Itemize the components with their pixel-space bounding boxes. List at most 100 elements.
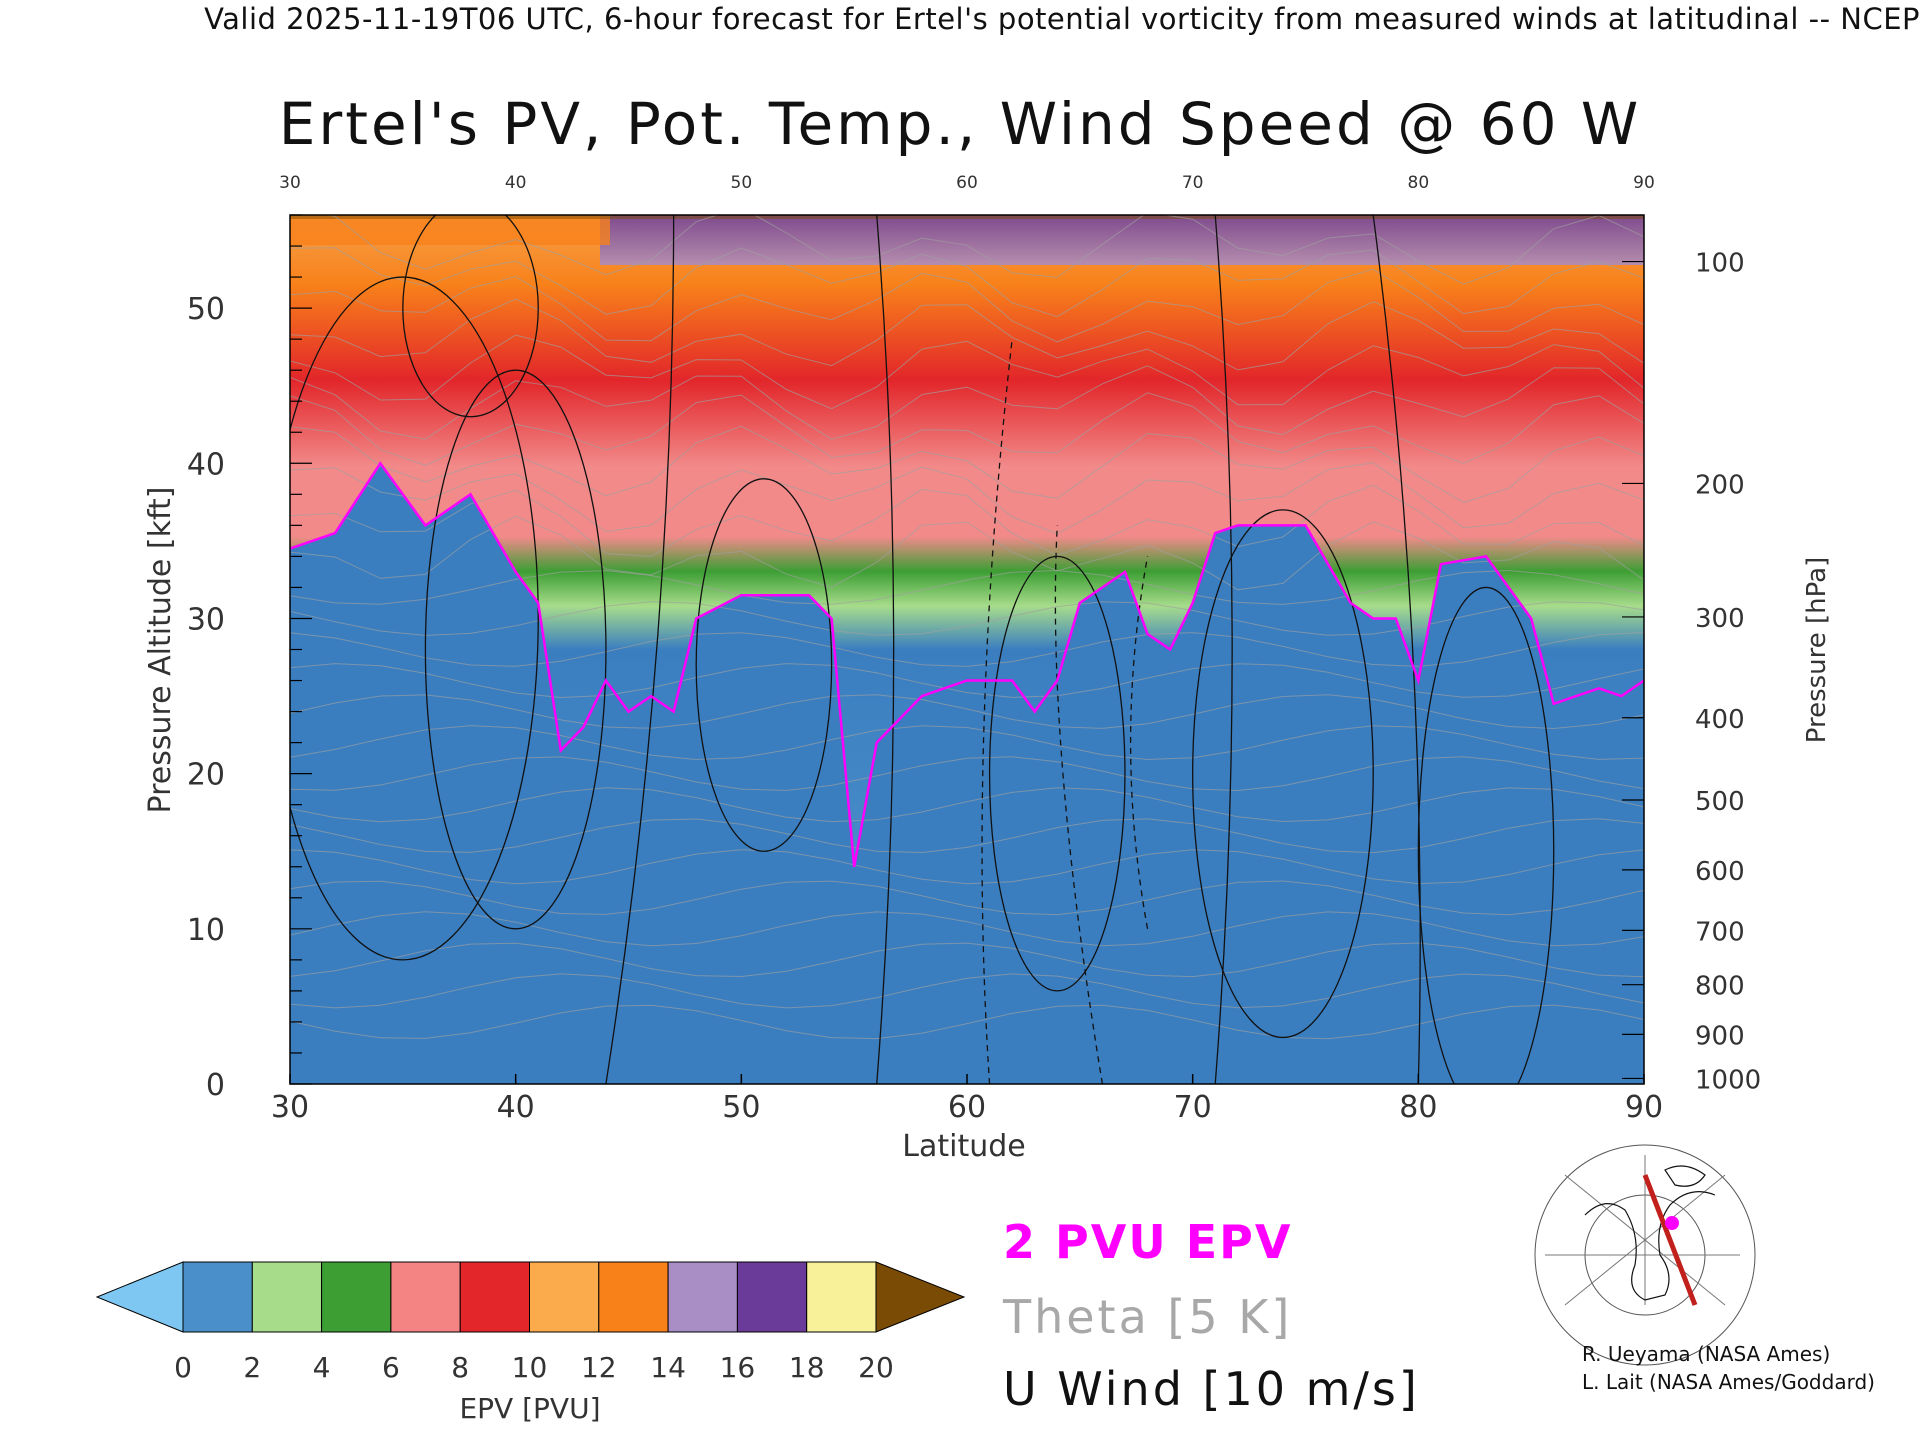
- theta-contour-line: [290, 942, 1644, 978]
- pressure-tick-label: 1000: [1695, 1065, 1761, 1095]
- pressure-tick-label: 500: [1695, 787, 1745, 817]
- colorbar-tick-label: 20: [858, 1351, 894, 1384]
- wind-contour-line: [1214, 215, 1233, 1084]
- wind-contour-loop: [402, 215, 539, 418]
- x-tick-label: 70: [1174, 1090, 1212, 1125]
- y-tick-label: 50: [187, 292, 225, 327]
- y-tick-label: 0: [206, 1068, 225, 1103]
- colorbar-tick-label: 0: [174, 1351, 192, 1384]
- x-axis-label: Latitude: [902, 1129, 1025, 1164]
- legend-2pvu: 2 PVU EPV: [1003, 1215, 1293, 1269]
- header-valid-line: Valid 2025-11-19T06 UTC, 6-hour forecast…: [204, 2, 1920, 36]
- colorbar: 0 2 4 6 8 10 12 14 16 18 20: [95, 1261, 966, 1384]
- x-tick-label: 50: [722, 1090, 760, 1125]
- colorbar-segment: [390, 1261, 461, 1333]
- pressure-tick-label: 600: [1695, 857, 1745, 887]
- tropopause-2pvu-line: [290, 461, 1644, 868]
- pressure-tick-label: 300: [1695, 604, 1745, 634]
- colorbar-under-arrow: [95, 1261, 184, 1333]
- colorbar-segment: [321, 1261, 392, 1333]
- x-tick-label: 90: [1625, 1090, 1663, 1125]
- theta-contour-line: [290, 334, 1644, 410]
- y-axis-label: Pressure Altitude [kft]: [143, 487, 178, 814]
- wind-contour-line: [876, 215, 895, 1084]
- colorbar-segment: [251, 1261, 323, 1333]
- wind-contour-loop: [1417, 586, 1555, 1084]
- theta-contour-line: [290, 425, 1644, 503]
- top-edge-band: [290, 215, 1644, 219]
- x-top-tick-label: 80: [1408, 173, 1430, 193]
- colorbar-segment: [529, 1261, 600, 1333]
- x-tick-label: 30: [271, 1090, 309, 1125]
- x-top-tick-label: 60: [956, 173, 978, 193]
- wind-contour-line: [605, 215, 675, 1084]
- theta-contour-line: [290, 365, 1644, 440]
- theta-contour-line: [290, 392, 1644, 466]
- y2-axis-label: Pressure [hPa]: [1802, 557, 1832, 744]
- theta-contour-line: [290, 632, 1644, 667]
- legend-theta: Theta [5 K]: [1003, 1290, 1293, 1344]
- theta-contour-line: [290, 515, 1644, 591]
- theta-contour-line: [290, 911, 1644, 947]
- wind-contour-loop: [988, 555, 1126, 992]
- colorbar-tick-label: 16: [720, 1351, 756, 1384]
- x-top-tick-label: 50: [731, 173, 753, 193]
- x-top-tick-label: 70: [1182, 173, 1204, 193]
- x-axis-bottom: 30 40 50 60 70 80 90: [271, 1074, 1663, 1125]
- chart-title: Ertel's PV, Pot. Temp., Wind Speed @ 60 …: [278, 90, 1642, 158]
- x-top-tick-label: 40: [505, 173, 527, 193]
- x-top-tick-label: 30: [279, 173, 301, 193]
- x-tick-label: 40: [497, 1090, 535, 1125]
- theta-contour-line: [290, 663, 1644, 699]
- colorbar-tick-label: 6: [382, 1351, 400, 1384]
- colorbar-segment: [736, 1261, 808, 1333]
- wind-contour-loop: [1192, 509, 1374, 1039]
- colorbar-over-arrow: [875, 1261, 966, 1333]
- upper-stratosphere-band: [600, 215, 1644, 265]
- polar-map-icon: [1534, 1144, 1756, 1366]
- y-tick-label: 10: [187, 913, 225, 948]
- legend-uwind: U Wind [10 m/s]: [1003, 1362, 1420, 1416]
- theta-contour-line: [290, 247, 1644, 318]
- colorbar-tick-label: 14: [650, 1351, 686, 1384]
- credit-line-1: R. Ueyama (NASA Ames): [1582, 1342, 1831, 1366]
- pressure-tick-label: 400: [1695, 705, 1745, 735]
- x-tick-label: 60: [948, 1090, 986, 1125]
- theta-contour-line: [290, 462, 1644, 535]
- y-tick-label: 30: [187, 602, 225, 637]
- wind-contour-line: [1372, 215, 1421, 1084]
- theta-contour-line: [290, 694, 1644, 730]
- x-top-tick-label: 90: [1633, 173, 1655, 193]
- colorbar-segment: [459, 1261, 531, 1333]
- theta-contour-line: [290, 756, 1644, 792]
- x-tick-label: 80: [1399, 1090, 1437, 1125]
- wind-contour-loop: [290, 276, 539, 961]
- theta-contour-line: [290, 973, 1644, 1009]
- colorbar-tick-label: 10: [512, 1351, 548, 1384]
- pressure-tick-label: 700: [1695, 917, 1745, 947]
- colorbar-tick-label: 12: [581, 1351, 617, 1384]
- credit-line-2: L. Lait (NASA Ames/Goddard): [1582, 1370, 1875, 1394]
- y-axis-left: 0 10 20 30 40 50: [187, 214, 312, 1103]
- y-tick-label: 40: [187, 447, 225, 482]
- colorbar-tick-label: 8: [451, 1351, 469, 1384]
- theta-contour-line: [290, 484, 1644, 557]
- wind-contour-negative: [981, 339, 1013, 1084]
- colorbar-tick-label: 2: [243, 1351, 261, 1384]
- theta-contour-line: [324, 215, 1644, 285]
- pressure-tick-label: 200: [1695, 470, 1745, 500]
- wind-contour-negative: [1129, 556, 1149, 929]
- colorbar-segment: [182, 1261, 253, 1333]
- wind-contour-loop: [695, 478, 833, 852]
- colorbar-tick-label: 4: [313, 1351, 331, 1384]
- wind-contour-negative: [1054, 525, 1104, 1084]
- y-axis-right-pressure: 100 200 300 400 500 600 700 800 900 1000: [1622, 249, 1761, 1095]
- colorbar-segment: [806, 1261, 877, 1333]
- theta-contour-line: [290, 1004, 1644, 1040]
- colorbar-tick-label: 18: [789, 1351, 825, 1384]
- theta-contour-line: [290, 268, 1644, 343]
- pressure-tick-label: 900: [1695, 1021, 1745, 1051]
- y-tick-label: 20: [187, 758, 225, 793]
- pressure-tick-label: 100: [1695, 249, 1745, 279]
